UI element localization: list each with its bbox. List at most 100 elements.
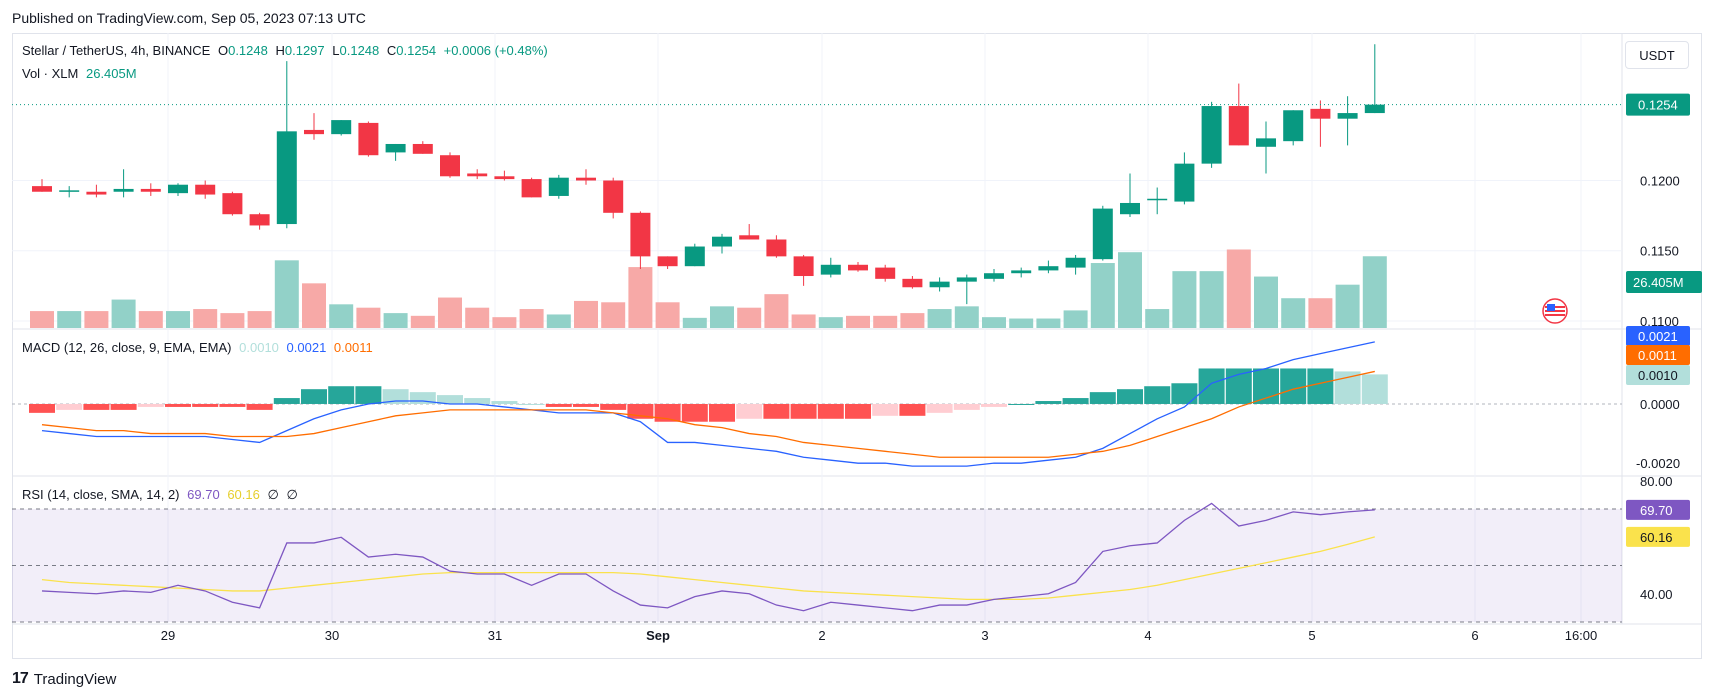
candle-body [1364, 104, 1385, 114]
candle-body [657, 256, 678, 267]
rsi-value: 69.70 [187, 487, 220, 502]
rsi-line [41, 502, 1375, 612]
macd-signal-line [41, 370, 1375, 458]
macd-histogram-bar [56, 403, 83, 410]
high-value: 0.1297 [284, 43, 325, 58]
volume-bar [873, 315, 898, 328]
volume-bar [274, 260, 299, 328]
macd-histogram-bar [1171, 383, 1198, 404]
volume-bar [465, 307, 490, 328]
volume-bar [57, 311, 82, 328]
volume-label[interactable]: Vol · XLM [22, 66, 79, 81]
volume-value: 26.405M [85, 66, 137, 81]
symbol-title[interactable]: Stellar / TetherUS, 4h, BINANCE [22, 43, 211, 58]
volume-bar [1036, 318, 1061, 328]
macd-histogram-bar [573, 403, 599, 407]
macd-histogram-bar [29, 403, 55, 413]
macd-legend: MACD (12, 26, close, 9, EMA, EMA) 0.0010… [22, 340, 373, 355]
candle-body [1256, 138, 1276, 147]
macd-histogram-bar [817, 403, 844, 419]
candle-body [875, 267, 896, 279]
candle-body [1283, 110, 1304, 142]
candle-body [467, 173, 488, 177]
time-axis-label: 5 [1308, 628, 1315, 643]
candle-body [739, 235, 760, 240]
volume-bar [111, 299, 136, 328]
macd-histogram-bar [328, 386, 355, 404]
candle-body [712, 236, 732, 247]
volume-bar [791, 314, 816, 328]
volume-bar [1199, 271, 1224, 328]
macd-histogram-bar [273, 398, 300, 404]
volume-bar [410, 315, 435, 328]
macd-histogram-bar [192, 403, 219, 407]
candle-body [766, 239, 787, 257]
volume-bar [1226, 249, 1251, 328]
volume-bar [1308, 298, 1333, 328]
volume-bar [628, 267, 653, 328]
time-axis-label: 3 [981, 628, 988, 643]
macd-histogram-bar [953, 403, 980, 410]
tradingview-logo-icon[interactable]: 17 [12, 670, 29, 687]
footer-brand[interactable]: TradingView [33, 670, 117, 688]
volume-bar [546, 314, 571, 328]
chart-frame [12, 33, 1702, 659]
macd-histogram-bar [219, 403, 246, 407]
macd-histogram-bar [1089, 392, 1116, 404]
volume-bar [954, 306, 979, 328]
price-tick-label: 0.1200 [1640, 174, 1680, 189]
rsi-ma-value-tag-label: 60.16 [1640, 530, 1673, 545]
candle-body [195, 184, 216, 195]
macd-histogram-bar [899, 403, 926, 416]
macd-title[interactable]: MACD (12, 26, close, 9, EMA, EMA) [22, 340, 232, 355]
rsi-title[interactable]: RSI (14, close, SMA, 14, 2) [22, 487, 180, 502]
macd-histogram-bar [845, 403, 871, 419]
candle-body [929, 281, 950, 288]
macd-line-value: 0.0021 [286, 340, 327, 355]
currency-button[interactable]: USDT [1625, 41, 1689, 69]
candle-body [630, 212, 651, 257]
candle-body [984, 273, 1004, 279]
volume-bar [737, 307, 762, 328]
candle-body [902, 278, 923, 288]
candle-body [140, 188, 161, 192]
macd-histogram-bar [83, 403, 110, 410]
macd-histogram-bar [1035, 401, 1062, 404]
volume-bar [764, 294, 789, 328]
candle-body [576, 177, 596, 181]
change-value: +0.0006 (+0.48%) [443, 43, 548, 58]
volume-legend: Vol · XLM 26.405M [22, 66, 141, 81]
rsi-tick-label: 40.00 [1640, 587, 1673, 602]
volume-bar [138, 311, 163, 328]
candle-body [276, 131, 297, 225]
price-tick-label: 0.1100 [1640, 314, 1679, 329]
rsi-extra2: ∅ [286, 487, 298, 502]
macd-value-tag-label: 0.0011 [1638, 348, 1677, 363]
volume-bar [383, 313, 408, 328]
time-axis-label: 29 [161, 628, 175, 643]
candle-body [113, 188, 134, 192]
volume-bar [302, 283, 326, 328]
volume-bar [220, 313, 245, 328]
candle-body [1310, 108, 1331, 119]
candle-body [1038, 266, 1059, 271]
macd-histogram-bar [355, 386, 382, 404]
volume-bar [927, 309, 952, 328]
macd-histogram-bar [1307, 368, 1334, 404]
macd-line [41, 341, 1375, 467]
macd-histogram-bar [437, 395, 463, 404]
published-note: Published on TradingView.com, Sep 05, 20… [12, 10, 366, 26]
macd-histogram-bar [709, 403, 735, 422]
macd-histogram-bar [654, 403, 681, 422]
macd-histogram-bar [301, 389, 327, 404]
us-flag-icon [1542, 298, 1568, 324]
volume-bar [710, 306, 734, 328]
macd-signal-value: 0.0011 [333, 340, 373, 355]
candle-body [249, 214, 270, 226]
macd-histogram-bar [763, 403, 790, 419]
macd-value-tag-label: 0.0010 [1638, 368, 1678, 383]
open-value: 0.1248 [228, 43, 268, 58]
macd-histogram-bar [1008, 403, 1035, 405]
high-label: H [275, 43, 285, 58]
